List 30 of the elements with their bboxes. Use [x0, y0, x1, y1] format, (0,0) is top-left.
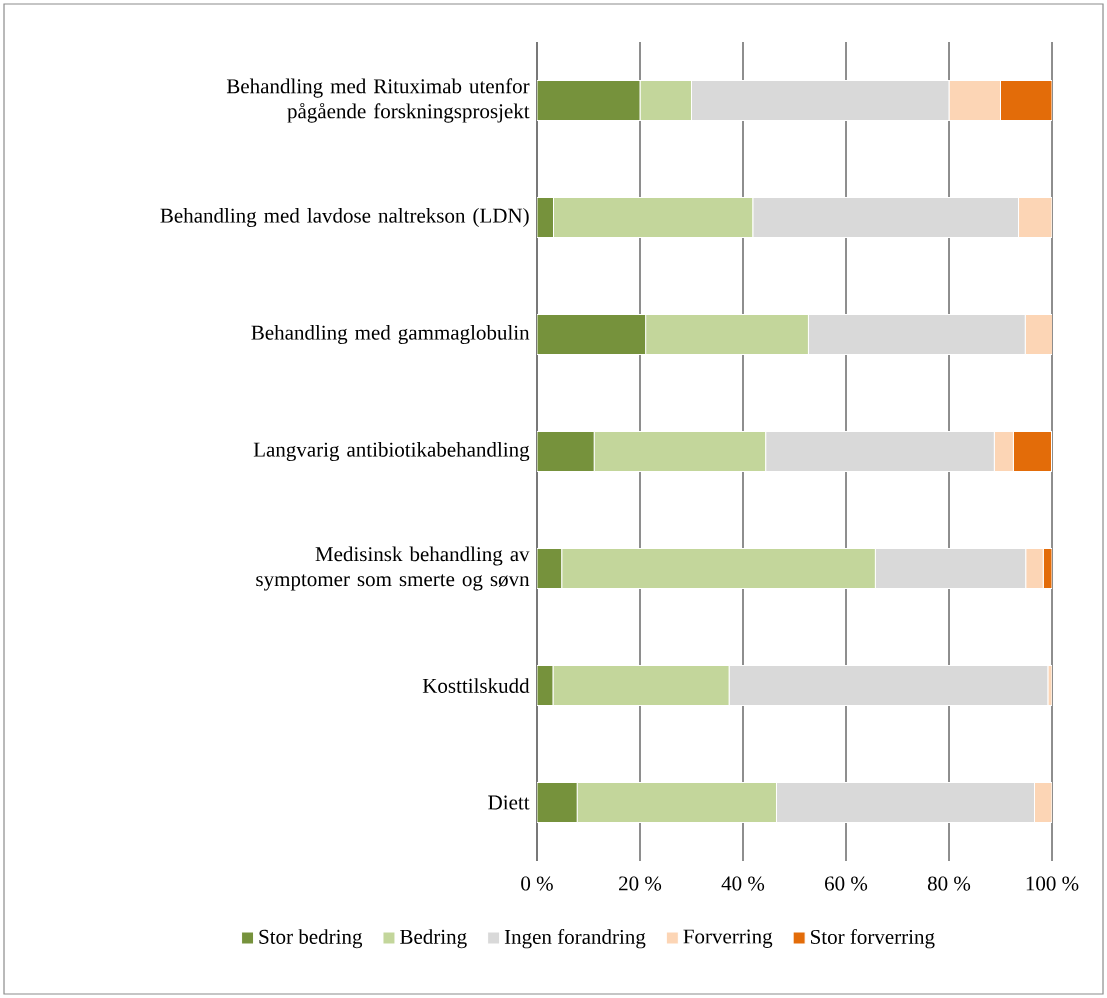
bar — [537, 80, 641, 122]
y-tick-label: Behandling med Rituximab utenfor pågående forskningsprosjekt — [226, 78, 530, 123]
bar — [537, 548, 563, 590]
bar — [1012, 431, 1052, 473]
x-tick-label: 60 % — [825, 876, 868, 891]
y-tick-label: Behandling med gammaglobulin — [251, 324, 530, 345]
y-tick-label: Kosttilskudd — [422, 678, 530, 693]
bar — [537, 782, 578, 824]
legend-label: Ingen forandring — [504, 929, 646, 949]
y-tick-label: Behandling med lavdose naltrekson (LDN) — [160, 207, 529, 228]
x-tick-label: 0 % — [521, 876, 553, 891]
bar — [993, 431, 1014, 473]
legend-label: Stor forverring — [811, 929, 935, 949]
legend-label: Stor bedring — [259, 929, 363, 949]
bar — [1018, 197, 1053, 239]
bar — [1000, 80, 1053, 122]
legend-label: Bedring — [400, 929, 467, 949]
x-tick-label: 20 % — [619, 876, 662, 891]
y-tick-label: Langvarig antibiotikabehandling — [253, 441, 530, 462]
x-tick-label: 80 % — [927, 876, 971, 891]
y-tick-label: Diett — [488, 795, 530, 810]
x-tick-label: 40 % — [721, 876, 765, 891]
bar — [1025, 548, 1044, 590]
bar — [948, 80, 1001, 122]
x-tick-label: 100 % — [1026, 876, 1079, 891]
legend-label: Forverring — [683, 929, 773, 948]
bar — [537, 431, 595, 473]
bar — [537, 314, 647, 356]
y-tick-label: Medisinsk behandling av symptomer som smerte og søvn — [256, 546, 530, 591]
bar — [1024, 314, 1053, 356]
